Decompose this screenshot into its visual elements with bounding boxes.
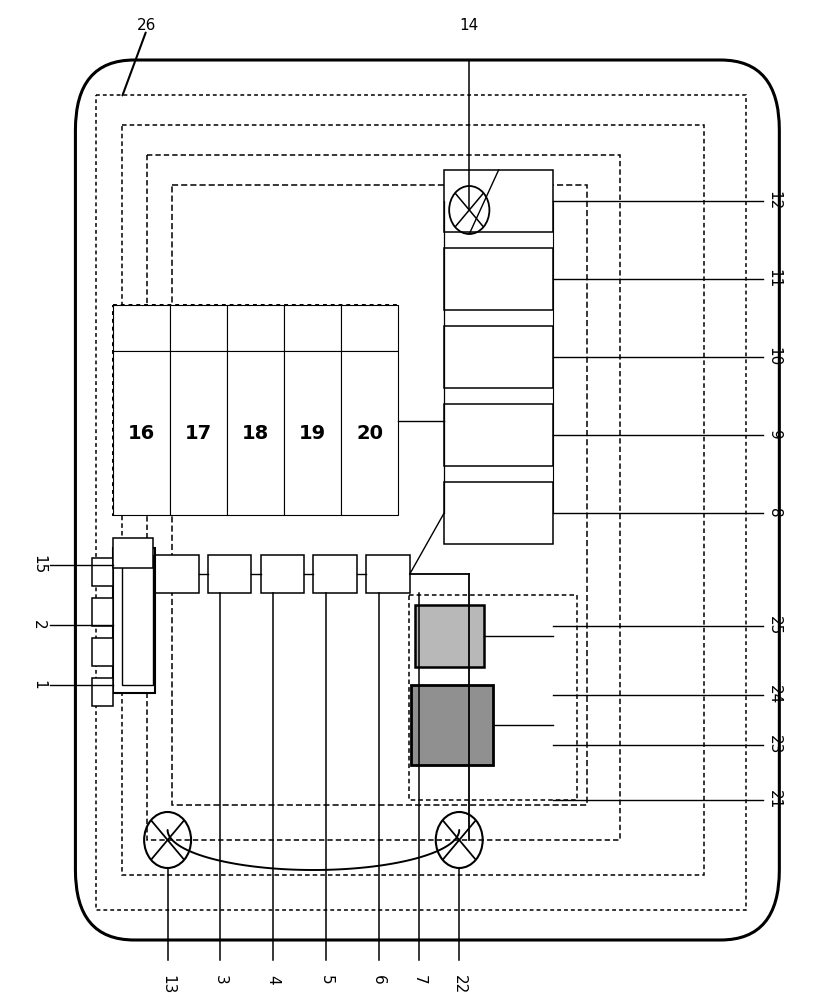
Bar	[341, 305, 398, 351]
Bar	[444, 170, 553, 232]
Bar	[113, 351, 170, 515]
Bar	[92, 638, 113, 666]
Bar	[170, 305, 227, 351]
Text: 25: 25	[767, 616, 782, 636]
Bar	[170, 351, 227, 515]
Text: 17: 17	[185, 424, 212, 443]
Bar	[113, 305, 398, 515]
FancyBboxPatch shape	[75, 60, 779, 940]
Bar	[366, 555, 410, 593]
Text: 20: 20	[356, 424, 383, 443]
Text: 22: 22	[452, 975, 467, 994]
Text: 6: 6	[371, 975, 386, 985]
Bar	[155, 555, 199, 593]
Text: 19: 19	[299, 424, 326, 443]
Bar	[122, 125, 704, 875]
Bar	[208, 555, 251, 593]
Bar	[284, 305, 341, 351]
Bar	[415, 605, 484, 667]
Bar	[113, 548, 155, 693]
Bar	[444, 482, 553, 544]
Bar	[444, 404, 553, 466]
Text: 14: 14	[460, 17, 478, 32]
Text: 4: 4	[266, 975, 281, 985]
Bar	[92, 598, 113, 626]
Text: 21: 21	[767, 790, 782, 810]
Text: 15: 15	[31, 555, 46, 575]
Text: 8: 8	[767, 508, 782, 518]
Text: 1: 1	[31, 680, 46, 690]
Text: 5: 5	[318, 975, 334, 985]
Text: 9: 9	[767, 430, 782, 440]
Text: 3: 3	[213, 975, 228, 985]
Bar	[227, 351, 284, 515]
Bar	[444, 248, 553, 310]
Bar	[261, 555, 304, 593]
Text: 7: 7	[411, 975, 427, 985]
Bar	[227, 305, 284, 351]
Text: 2: 2	[31, 620, 46, 630]
Text: 23: 23	[767, 735, 782, 755]
Bar	[122, 555, 153, 685]
Bar	[92, 558, 113, 586]
Text: 13: 13	[160, 975, 175, 994]
Text: 24: 24	[767, 685, 782, 705]
Bar	[96, 95, 746, 910]
Bar	[411, 685, 493, 765]
Text: 26: 26	[137, 17, 157, 32]
Bar	[313, 555, 357, 593]
Bar	[409, 595, 577, 800]
Text: 11: 11	[767, 269, 782, 289]
Bar	[92, 678, 113, 706]
Bar	[444, 326, 553, 388]
Text: 18: 18	[242, 424, 269, 443]
Text: 10: 10	[767, 347, 782, 367]
Bar	[113, 538, 153, 568]
Text: 16: 16	[128, 424, 155, 443]
Bar	[284, 351, 341, 515]
Text: 12: 12	[767, 191, 782, 211]
Bar	[172, 185, 587, 805]
Bar	[341, 351, 398, 515]
Bar	[147, 155, 620, 840]
Bar	[113, 305, 170, 351]
